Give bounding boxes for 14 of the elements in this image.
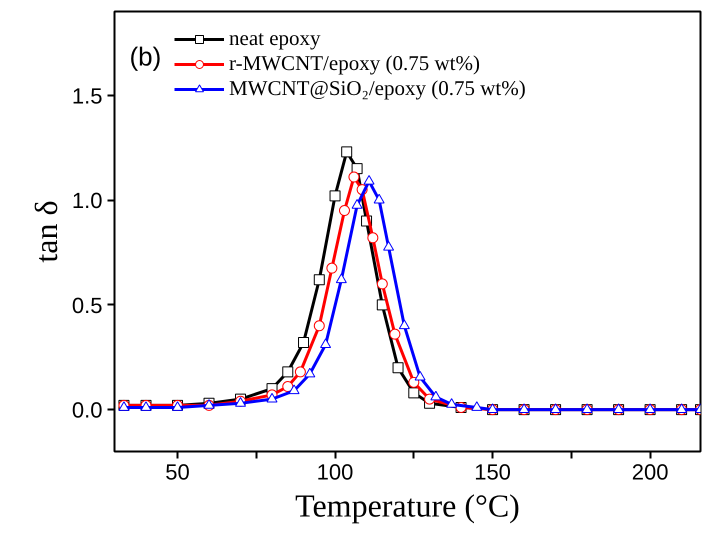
legend-label: MWCNT@SiO₂/epoxy (0.75 wt%) [229,76,526,101]
y-tick-label: 0.5 [72,292,103,318]
x-tick-label: 100 [316,460,354,484]
annotation: (b) [130,42,162,72]
legend-label: neat epoxy [229,26,321,51]
legend-label: r-MWCNT/epoxy (0.75 wt%) [229,51,480,76]
y-tick-label: 0.0 [72,398,103,423]
x-axis-title: Temperature (°C) [295,488,520,524]
y-axis-title: tan δ [28,200,64,263]
x-tick-label: 50 [165,460,190,484]
y-tick-label: 1.0 [72,188,103,214]
x-tick-label: 200 [632,460,668,484]
x-tick-label: 150 [474,460,511,484]
y-tick-label: 1.5 [72,83,103,108]
